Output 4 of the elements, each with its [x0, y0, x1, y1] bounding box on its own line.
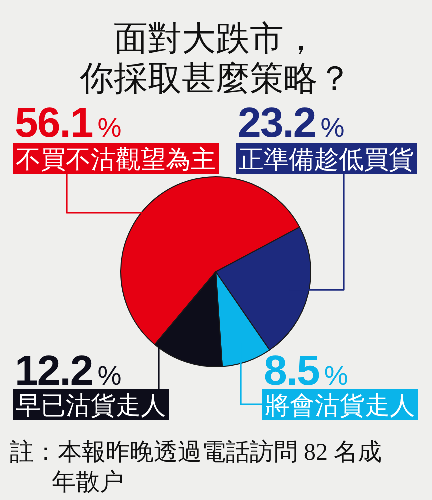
title: 你採取甚麼策略？	[80, 60, 352, 98]
title: 面對大跌市，	[114, 20, 318, 58]
annotation: 年散户	[52, 470, 124, 496]
annotation: 註：本報昨晚透過電話訪問 82 名成	[10, 440, 382, 466]
